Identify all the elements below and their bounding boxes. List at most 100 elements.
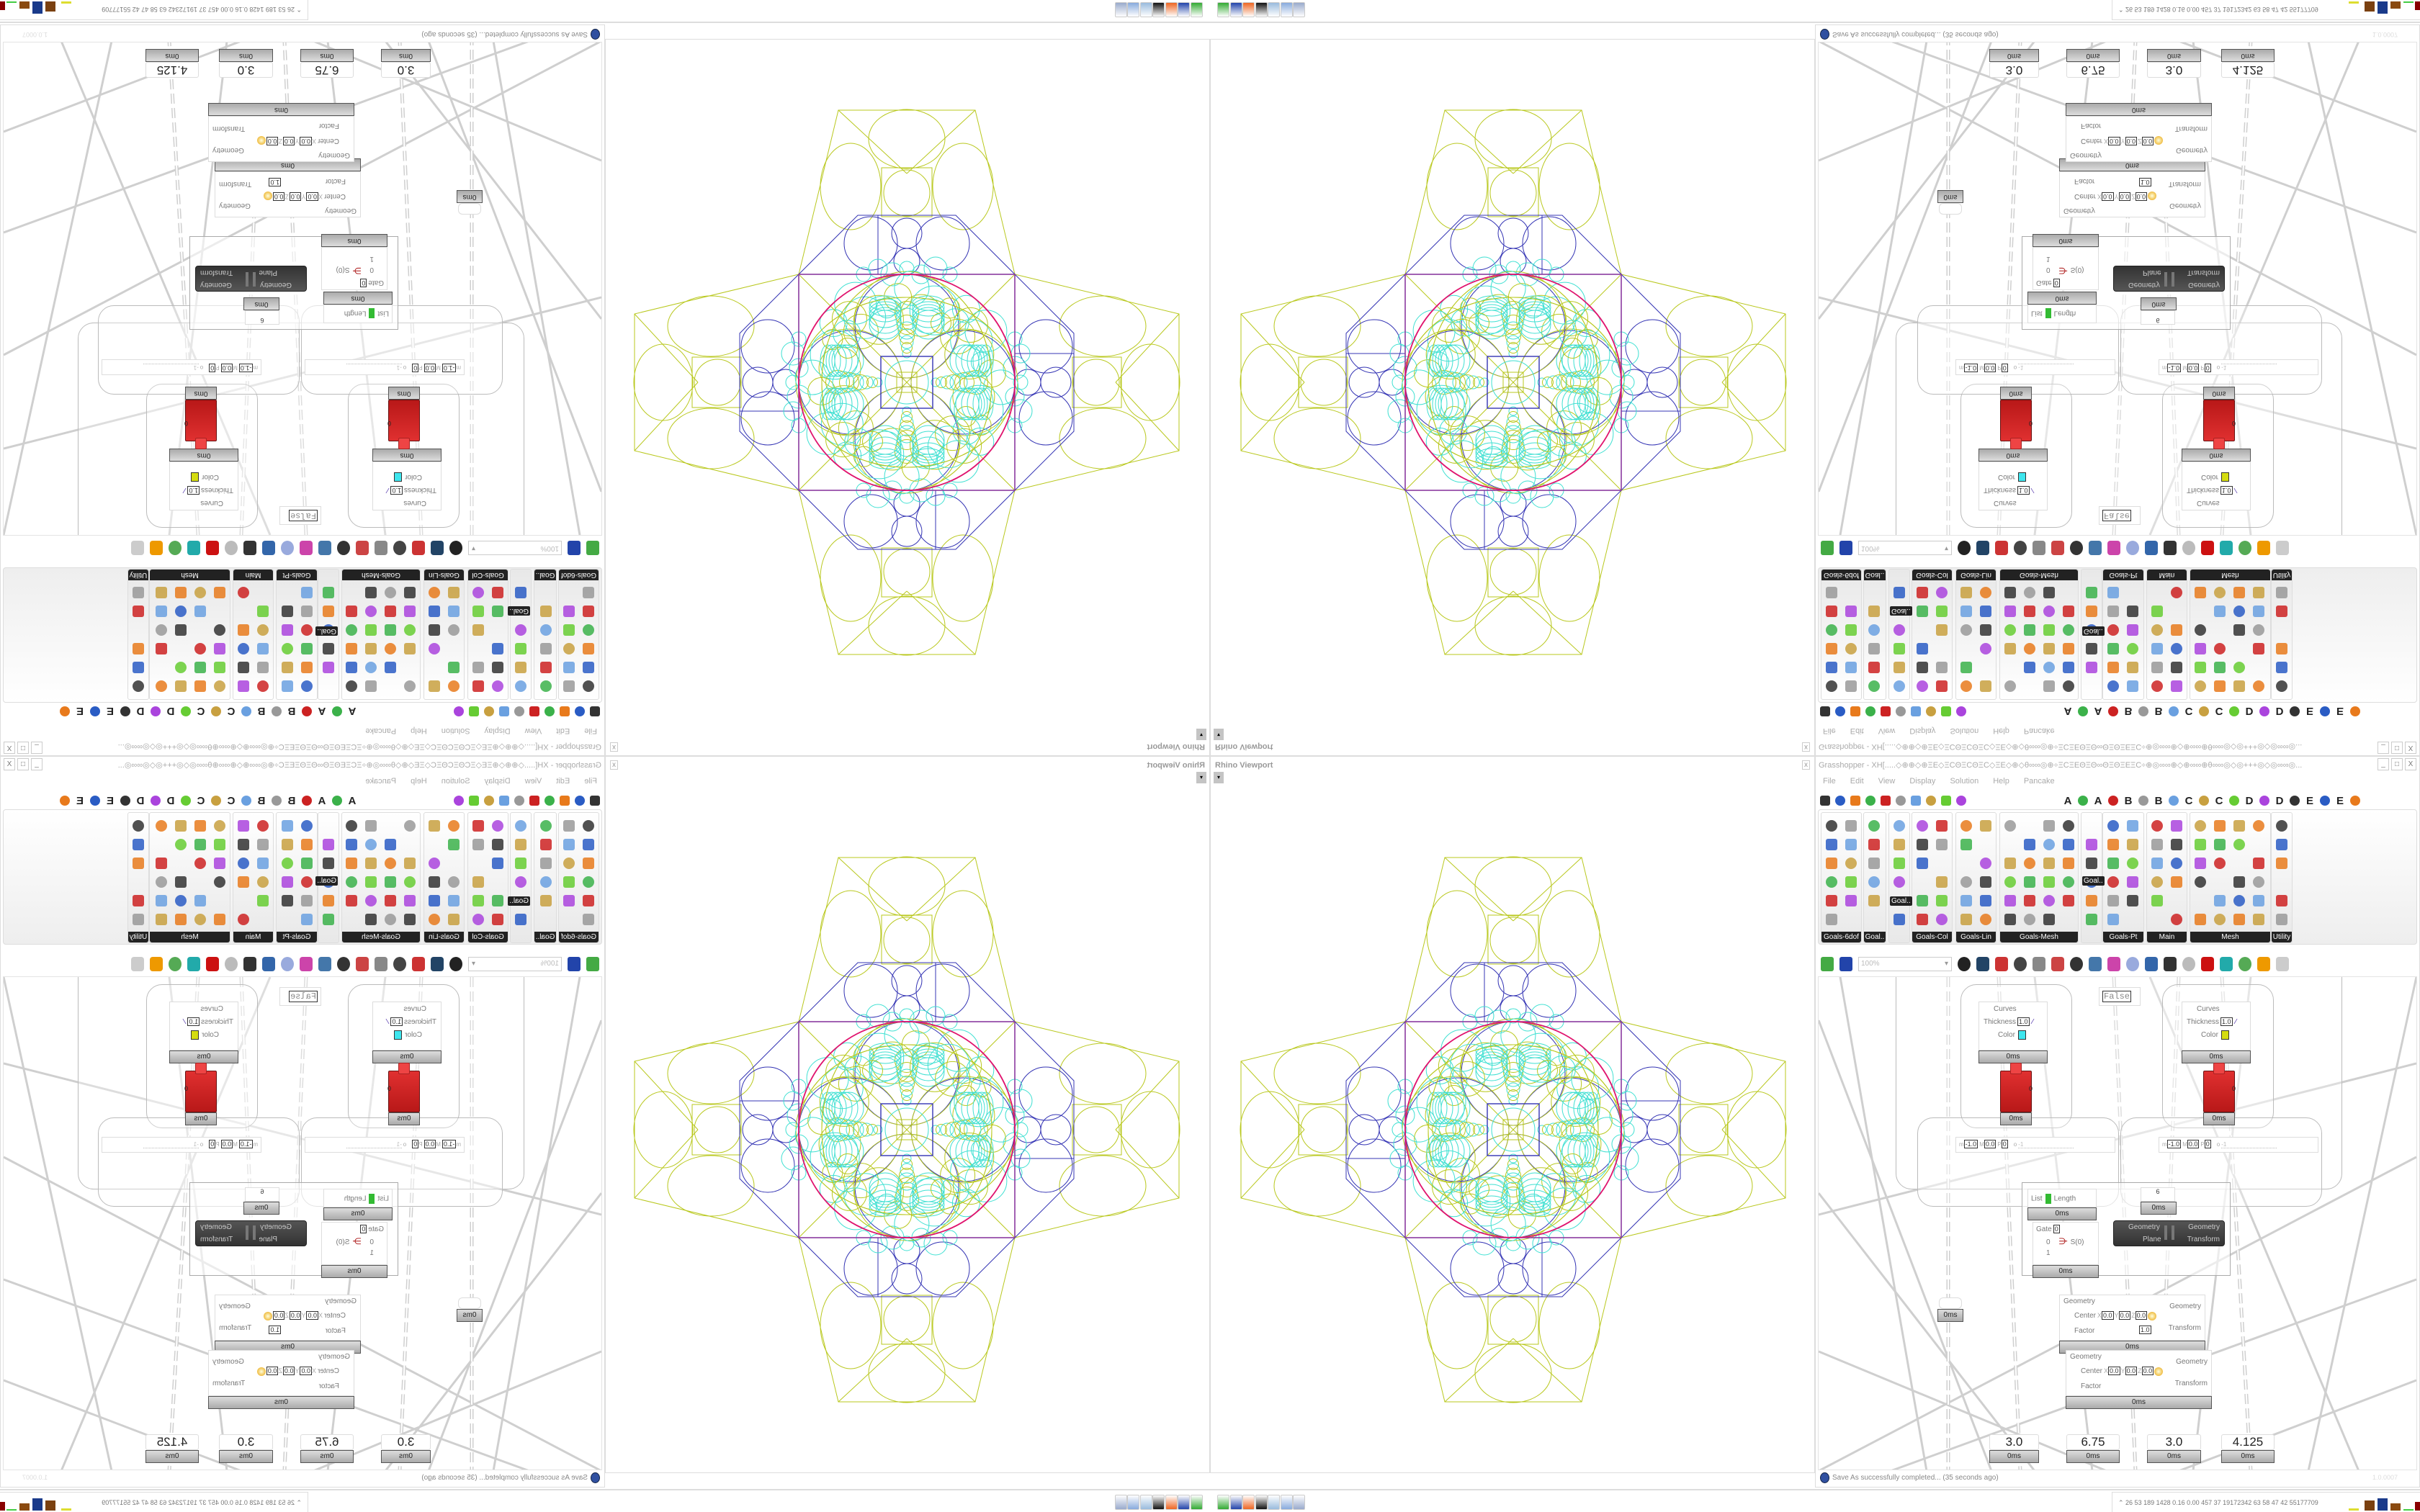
ribbon-tool-icon[interactable] <box>2043 895 2055 906</box>
ribbon-tool-icon[interactable] <box>175 606 187 617</box>
slider-value[interactable]: -1 <box>2018 364 2074 371</box>
ribbon-tool-icon[interactable] <box>2024 606 2035 617</box>
canvas-tool-icon[interactable] <box>131 957 144 971</box>
ribbon-tool-icon[interactable] <box>2043 820 2055 832</box>
collapsed-group-label[interactable]: Goal.. <box>2082 626 2105 636</box>
ribbon-tool-icon[interactable] <box>282 858 293 869</box>
tab-main[interactable]: Main <box>2147 570 2187 580</box>
tab-goals-lin[interactable]: Goals-Lin <box>424 570 464 580</box>
ribbon-tool-icon[interactable] <box>1917 858 1928 869</box>
ribbon-tool-icon[interactable] <box>2043 876 2055 888</box>
canvas-tool-icon[interactable] <box>2126 541 2139 555</box>
y-value[interactable]: 0.0 <box>2118 192 2131 201</box>
collapsed-group-label[interactable]: Goal.. <box>315 626 338 636</box>
taskbar-app-icon[interactable] <box>1140 2 1152 17</box>
ribbon-tool-icon[interactable] <box>1845 895 1857 906</box>
canvas-tool-icon[interactable] <box>2220 541 2233 555</box>
tab-mesh[interactable]: Mesh <box>150 932 230 942</box>
ribbon-tool-icon[interactable] <box>2253 858 2264 869</box>
canvas-tool-icon[interactable] <box>281 541 294 555</box>
ribbon-tool-icon[interactable] <box>365 680 377 692</box>
ribbon-tool-icon[interactable] <box>133 895 144 906</box>
ribbon-tool-icon[interactable] <box>404 914 416 925</box>
ribbon-tool-icon[interactable] <box>492 895 503 906</box>
category-letter[interactable]: D <box>166 794 175 807</box>
number-panel[interactable]: 3.0 <box>381 62 431 78</box>
taskbar-app-icon[interactable] <box>1178 2 1191 17</box>
tab-mesh[interactable]: Mesh <box>150 570 230 580</box>
ribbon-tool-icon[interactable] <box>194 914 206 925</box>
ribbon-tool-icon[interactable] <box>238 820 249 832</box>
category-letter[interactable]: C <box>197 705 205 718</box>
menu-view[interactable]: View <box>1878 726 1896 735</box>
taskbar-app-icon[interactable] <box>1191 2 1203 17</box>
canvas-tool-icon[interactable] <box>431 541 444 555</box>
ribbon-tool-icon[interactable] <box>214 914 225 925</box>
ribbon-tool-icon[interactable] <box>1845 680 1857 692</box>
ribbon-tool-icon[interactable] <box>282 680 293 692</box>
category-icon[interactable] <box>2259 796 2269 806</box>
category-letter[interactable]: E <box>76 705 84 718</box>
category-letter[interactable]: E <box>2305 705 2313 718</box>
ribbon-tool-icon[interactable] <box>2276 820 2287 832</box>
close-icon[interactable]: x <box>1802 760 1810 770</box>
ribbon-tool-icon[interactable] <box>2004 876 2016 888</box>
maximize-button[interactable]: □ <box>17 758 29 770</box>
tool-icon[interactable] <box>1911 796 1921 806</box>
tool-icon[interactable] <box>1850 706 1860 716</box>
category-icon[interactable] <box>181 706 191 716</box>
category-icon[interactable] <box>90 796 100 806</box>
ribbon-tool-icon[interactable] <box>583 587 594 598</box>
ribbon-tool-icon[interactable] <box>385 662 396 673</box>
ribbon-tool-icon[interactable] <box>583 680 594 692</box>
category-letter[interactable]: D <box>166 705 175 718</box>
ribbon-tool-icon[interactable] <box>385 606 396 617</box>
x-value[interactable]: 0.0 <box>306 1311 318 1320</box>
slider-precision[interactable]: 0 <box>412 1140 419 1148</box>
menu-solution[interactable]: Solution <box>441 726 470 735</box>
ribbon-tool-icon[interactable] <box>2214 587 2226 598</box>
tab-goals-mesh[interactable]: Goals-Mesh <box>2000 570 2078 580</box>
save-icon[interactable] <box>568 957 581 971</box>
ribbon-tool-icon[interactable] <box>2253 643 2264 654</box>
ribbon-tool-icon[interactable] <box>385 914 396 925</box>
ribbon-tool-icon[interactable] <box>492 858 503 869</box>
tool-icon[interactable] <box>1850 796 1860 806</box>
canvas-tool-icon[interactable] <box>1976 541 1989 555</box>
curve-component[interactable] <box>388 1071 420 1112</box>
curve-component[interactable] <box>388 400 420 441</box>
number-panel[interactable]: 3.0 <box>2147 1434 2201 1450</box>
ribbon-tool-icon[interactable] <box>2171 876 2182 888</box>
ribbon-tool-icon[interactable] <box>492 820 503 832</box>
ribbon-tool-icon[interactable] <box>1936 606 1948 617</box>
rhino-viewport[interactable]: Rhino Viewport x ▾ <box>1210 39 1815 756</box>
tab-goals-lin[interactable]: Goals-Lin <box>424 932 464 942</box>
ribbon-tool-icon[interactable] <box>448 587 460 598</box>
ribbon-tool-icon[interactable] <box>404 587 416 598</box>
category-icon[interactable] <box>332 796 342 806</box>
slider-precision[interactable]: 0 <box>209 1140 216 1148</box>
factor-value[interactable]: 1.0 <box>269 1326 281 1334</box>
ribbon-tool-icon[interactable] <box>583 839 594 850</box>
ribbon-tool-icon[interactable] <box>472 662 484 673</box>
canvas-tool-icon[interactable] <box>131 541 144 555</box>
ribbon-tool-icon[interactable] <box>429 858 440 869</box>
tool-icon[interactable] <box>1820 796 1830 806</box>
ribbon-tool-icon[interactable] <box>175 876 187 888</box>
menu-solution[interactable]: Solution <box>441 777 470 786</box>
category-icon[interactable] <box>2320 796 2330 806</box>
canvas-tool-icon[interactable] <box>2051 957 2064 971</box>
ribbon-tool-icon[interactable] <box>133 662 144 673</box>
ribbon-tool-icon[interactable] <box>1845 858 1857 869</box>
relay-component[interactable] <box>458 203 481 215</box>
ribbon-tool-icon[interactable] <box>2086 606 2097 617</box>
tool-icon[interactable] <box>575 706 585 716</box>
taskbar-app-icon[interactable] <box>1115 1495 1127 1510</box>
ribbon-tool-icon[interactable] <box>175 680 187 692</box>
category-icon[interactable] <box>2320 706 2330 716</box>
ribbon-tool-icon[interactable] <box>583 662 594 673</box>
ribbon-tool-icon[interactable] <box>2127 662 2138 673</box>
